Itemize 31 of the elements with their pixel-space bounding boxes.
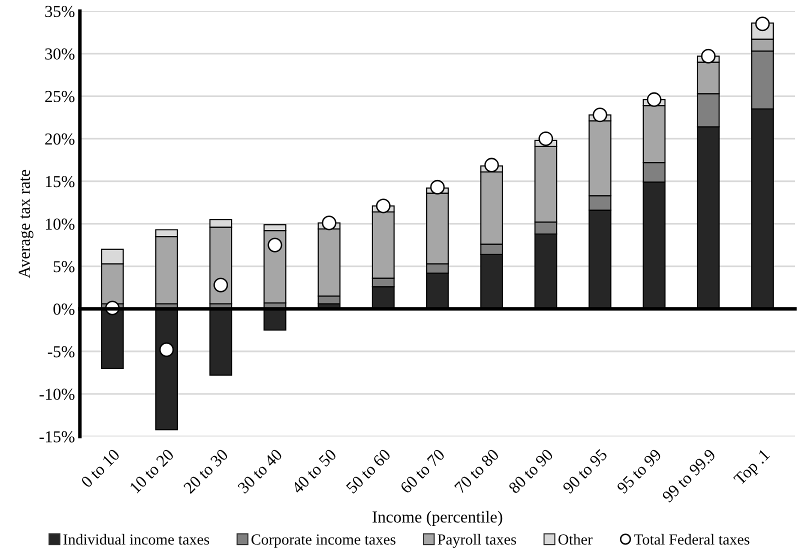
x-tick-label: 30 to 40 bbox=[237, 448, 283, 494]
y-tick-label: 30% bbox=[45, 48, 74, 60]
x-tick-label: 40 to 50 bbox=[291, 448, 337, 494]
x-tick-label: 60 to 70 bbox=[400, 448, 446, 494]
x-axis-title: Income (percentile) bbox=[372, 510, 502, 526]
x-tick-label: 20 to 30 bbox=[182, 448, 229, 494]
legend-label: Payroll taxes bbox=[438, 534, 516, 548]
y-tick-label: -10% bbox=[40, 388, 74, 400]
x-tick-label: 95 to 99 bbox=[616, 448, 662, 494]
legend-label: Other bbox=[558, 534, 592, 545]
y-tick-label: -15% bbox=[40, 431, 74, 442]
y-tick-label: 10% bbox=[46, 218, 74, 230]
legend-label: Corporate income taxes bbox=[252, 534, 396, 548]
y-axis-title: Average tax rate bbox=[18, 170, 34, 278]
y-tick-label: 20% bbox=[45, 133, 74, 145]
y-tick-label: 0% bbox=[53, 304, 74, 315]
y-tick-label: 5% bbox=[54, 261, 74, 272]
x-tick-label: 90 to 95 bbox=[562, 448, 608, 494]
y-tick-label: 15% bbox=[46, 176, 74, 188]
y-tick-label: -5% bbox=[48, 346, 74, 358]
legend-label: Individual income taxes bbox=[63, 534, 210, 545]
legend-label: Total Federal taxes bbox=[634, 534, 750, 545]
x-tick-label: 70 to 80 bbox=[454, 448, 500, 494]
x-tick-label: 80 to 90 bbox=[508, 448, 554, 494]
x-tick-label: 10 to 20 bbox=[129, 448, 174, 494]
x-tick-label: Top .1 bbox=[733, 448, 772, 488]
x-tick-label: 0 to 10 bbox=[80, 448, 120, 488]
y-tick-label: 35% bbox=[45, 6, 74, 18]
x-tick-label: 99 to 99.9 bbox=[662, 448, 716, 504]
x-tick-label: 50 to 60 bbox=[346, 448, 392, 494]
y-tick-label: 25% bbox=[45, 90, 74, 102]
